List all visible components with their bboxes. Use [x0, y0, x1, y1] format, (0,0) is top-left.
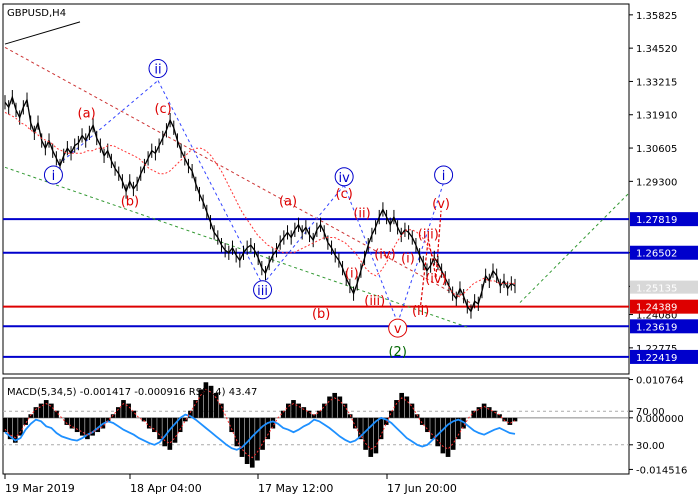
price-tick-label: 1.31910: [636, 111, 677, 122]
level-price-box: [630, 299, 698, 314]
current-price-label: 1.25135: [636, 284, 677, 295]
wave-label-circle: [434, 165, 454, 185]
wave-label-circle: [43, 165, 63, 185]
symbol-label: GBPUSD,H4: [7, 8, 66, 19]
price-tick-label: 1.24080: [636, 311, 677, 322]
wave-label: (c): [154, 102, 171, 117]
wave-label: i: [442, 169, 446, 184]
wave-label: (v): [432, 197, 450, 212]
indicator-tick-label: 0.010764: [636, 376, 684, 387]
wave-label: iv: [338, 171, 350, 186]
wave-label: (iii): [418, 228, 439, 243]
level-price-label: 1.22419: [636, 353, 677, 364]
green-dashed-trend-line: [4, 166, 471, 329]
price-level-lines: [3, 218, 629, 358]
indicator-series-layer: [2, 382, 629, 468]
price-tick-label: 1.35825: [636, 11, 677, 22]
time-axis: 19 Mar 2019 18 Apr 04:00 17 May 12:00 17 Ju…: [4, 474, 457, 495]
wave-label: (ii): [412, 304, 429, 319]
wave-label-circle: [388, 318, 408, 338]
wave-label-circle: [253, 280, 273, 300]
macd-signal-line: [4, 388, 516, 459]
level-price-label: 1.27819: [636, 215, 677, 226]
level-price-box: [630, 245, 698, 260]
moving-average-line: [4, 111, 515, 297]
level-price-box: [630, 212, 698, 227]
forecast-path-segment: [420, 238, 429, 306]
wave-label: (i): [345, 266, 359, 281]
level-price-label: 1.24389: [636, 303, 677, 314]
price-tick-label: 1.30605: [636, 144, 677, 155]
upper-trend-line: [4, 21, 81, 45]
wave-label-circle: [334, 167, 354, 187]
indicator-axis: 0.010764 70.000.000000 30.00 -0.014516: [629, 376, 687, 476]
wave-zigzag-segment: [343, 184, 399, 324]
wave-label: (iii): [364, 294, 385, 309]
wave-label: (c): [336, 187, 353, 202]
indicator-title: MACD(5,34,5) -0.001417 -0.000916 RSI(14)…: [7, 387, 257, 398]
time-tick-label: 19 Mar 2019: [5, 482, 75, 495]
level-price-label: 1.23619: [636, 322, 677, 333]
indicator-panel-frame: [2, 377, 630, 475]
price-tick-label: 1.29300: [636, 177, 677, 188]
price-line: [4, 94, 516, 313]
wave-label-circle: [148, 59, 168, 79]
price-tick-label: 1.33215: [636, 77, 677, 88]
time-tick-label: 17 Jun 20:00: [387, 482, 457, 495]
trend-lines: [4, 21, 629, 329]
wave-label: v: [394, 322, 402, 337]
indicator-tick-label: 70.00: [636, 407, 665, 418]
level-price-label: 1.26502: [636, 249, 677, 260]
indicator-tick-label: 0.000000: [636, 414, 684, 425]
price-axis: 1.35825 1.34520 1.33215 1.31910 1.30605 1.293…: [629, 11, 698, 364]
indicator-tick-label: 30.00: [636, 441, 665, 452]
wave-label: (2): [388, 345, 406, 360]
time-tick-label: 17 May 12:00: [258, 482, 333, 495]
wave-label: (b): [312, 307, 330, 322]
price-panel-frame: [2, 3, 630, 375]
rsi-line: [4, 413, 516, 451]
time-tick-label: 18 Apr 04:00: [130, 482, 202, 495]
wave-zigzag-segment: [157, 80, 263, 285]
wave-label: ii: [154, 63, 161, 78]
level-price-box: [630, 319, 698, 334]
indicator-tick-label: -0.014516: [636, 465, 687, 476]
wave-label: (a): [279, 194, 297, 209]
level-price-box: [630, 349, 698, 364]
wave-label: (a): [78, 106, 96, 121]
wave-label: (iv): [374, 247, 395, 262]
forecast-path-segment: [427, 238, 437, 278]
green-dashed-channel-line: [519, 193, 629, 303]
indicator-panel: MACD(5,34,5) -0.001417 -0.000916 RSI(14)…: [2, 377, 630, 475]
wave-label: i: [52, 169, 56, 184]
price-tick-label: 1.22775: [636, 344, 677, 355]
price-tick-label: 1.34520: [636, 44, 677, 55]
wave-label: (ii): [353, 206, 370, 221]
wave-label: (iv): [425, 272, 446, 287]
wave-zigzag-segment: [53, 80, 159, 169]
red-dashed-trend-line: [4, 46, 471, 303]
forecast-path-segment: [435, 210, 442, 278]
wave-label: iii: [257, 284, 268, 299]
wave-zigzag-segment: [397, 182, 445, 324]
price-series-layer: [4, 89, 516, 319]
wave-label: (i): [401, 251, 415, 266]
wave-label: (b): [121, 194, 139, 209]
current-price-box: [630, 280, 698, 294]
